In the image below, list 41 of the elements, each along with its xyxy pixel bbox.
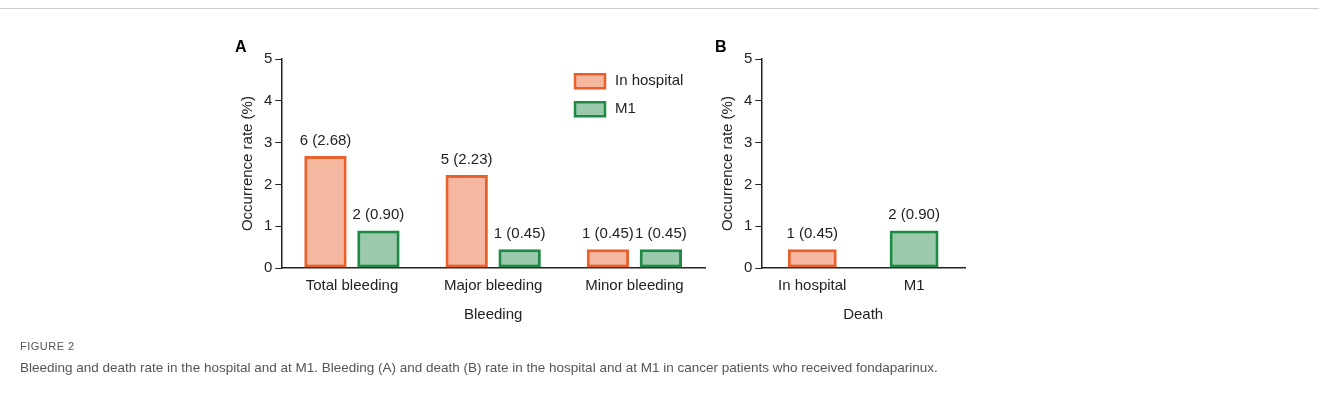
- data-label: 5 (2.23): [440, 149, 493, 167]
- y-tick-label: 0: [744, 258, 753, 276]
- y-tick-label: 2: [744, 174, 753, 192]
- y-tick-label: 0: [264, 258, 273, 276]
- x-tick-label: M1: [903, 276, 925, 294]
- data-label: 6 (2.68): [299, 130, 352, 148]
- x-tick-label: Total bleeding: [305, 276, 399, 294]
- bar: [586, 249, 630, 268]
- data-label: 1 (0.45): [786, 223, 839, 241]
- caption: FIGURE 2: [20, 340, 76, 352]
- data-label: 2 (0.90): [352, 205, 405, 223]
- y-tick-label: 3: [744, 132, 753, 150]
- data-label: 1 (0.45): [582, 223, 634, 241]
- bar: [445, 174, 488, 268]
- y-tick-label: 1: [264, 216, 273, 234]
- y-tick-label: 4: [264, 91, 273, 109]
- data-label: 1 (0.45): [493, 223, 546, 241]
- y-tick-label: 5: [264, 49, 273, 67]
- x-tick-label: Minor bleeding: [585, 276, 684, 294]
- y-axis-title: Occurrence rate (%): [238, 96, 256, 232]
- text: Bleeding and death rate in the hospital and at M1. Bleeding (A) and death (B) rate in the hospital and at M1 in cancer patients who received fondaparinux.: [20, 360, 939, 375]
- x-tick-label: Major bleeding: [443, 276, 543, 294]
- y-tick-label: 5: [744, 49, 753, 67]
- chart-title: B: [715, 38, 727, 56]
- chart-title: A: [235, 38, 247, 56]
- bar: [357, 230, 400, 268]
- bar: [498, 249, 541, 268]
- x-tick-label: In hospital: [778, 276, 847, 294]
- legend-label: In hospital: [615, 71, 684, 89]
- y-axis-title: Occurrence rate (%): [718, 96, 736, 232]
- data-label: 1 (0.45): [635, 223, 687, 241]
- legend-label: M1: [615, 99, 636, 117]
- data-label: 2 (0.90): [888, 205, 940, 223]
- y-tick-label: 2: [264, 174, 273, 192]
- y-tick-label: 4: [744, 91, 753, 109]
- y-tick-label: 1: [744, 216, 753, 234]
- x-axis-title: Death: [843, 305, 884, 323]
- x-axis-title: Bleeding: [463, 305, 523, 323]
- y-tick-label: 3: [264, 132, 273, 150]
- bar: [639, 249, 683, 268]
- bar: [304, 156, 347, 268]
